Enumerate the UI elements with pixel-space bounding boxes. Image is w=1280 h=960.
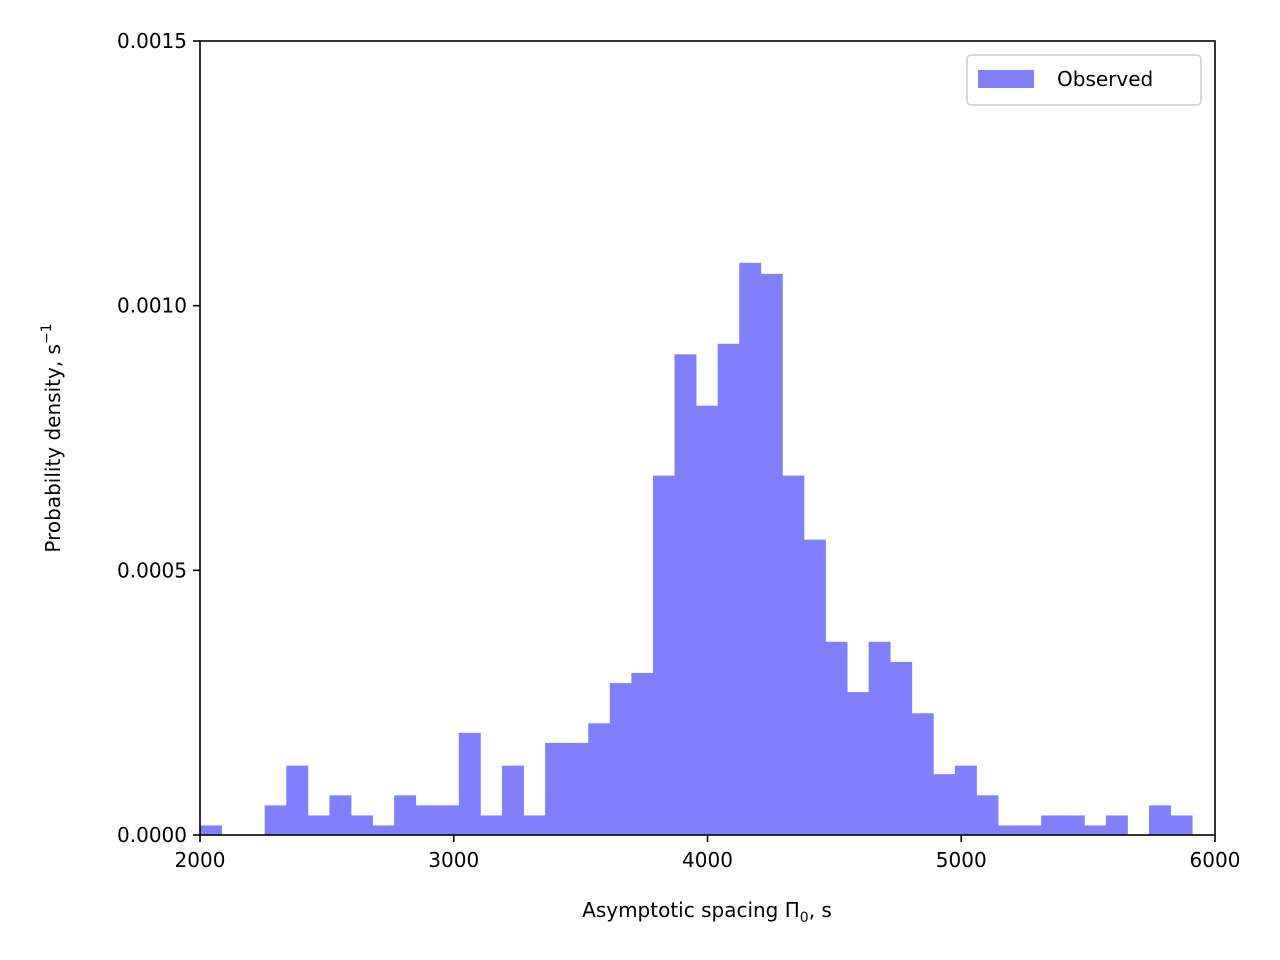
histogram-bar [588,723,611,835]
x-tick-label: 2000 [175,848,226,872]
histogram-bar [1170,815,1193,835]
histogram-bar [825,641,848,835]
histogram-bar [998,825,1021,835]
histogram-bar [911,713,934,835]
y-tick-label: 0.0015 [117,29,187,53]
x-tick-label: 3000 [428,848,479,872]
histogram-bar [480,815,503,835]
histogram-bar [200,825,222,835]
histogram-bar [890,661,913,835]
histogram-bar [264,805,287,835]
histogram-bar [631,673,654,835]
histogram-bar [437,805,460,835]
x-tick-label: 4000 [682,848,733,872]
histogram-bar [286,765,309,835]
y-axis: 0.0000 0.0005 0.0010 0.0015 [117,29,200,847]
histogram-bar [674,354,697,835]
histogram-bar [394,795,417,835]
histogram-bar [717,343,740,835]
histogram-bar [868,641,891,835]
legend: Observed [966,54,1202,106]
histogram-bar [803,539,826,835]
histogram-bar [1084,825,1107,835]
histogram-bar [350,815,373,835]
histogram-bar [652,475,675,835]
x-axis: 2000 3000 4000 5000 6000 [175,835,1241,872]
legend-swatch [978,70,1034,88]
histogram-bar [1105,815,1128,835]
histogram-bar [847,692,870,835]
histogram-bar [933,774,956,835]
histogram-bar [782,475,805,835]
histogram-bar [976,795,999,835]
legend-box [966,54,1202,106]
y-tick-label: 0.0010 [117,294,187,318]
histogram-bar [307,815,330,835]
histogram-bar [523,815,546,835]
histogram-bar [545,742,568,835]
x-axis-label: Asymptotic spacing Π0, s [582,898,832,926]
histogram-bar [1041,815,1064,835]
histogram-bar [372,825,395,835]
histogram-bar [415,805,438,835]
histogram-bar [1062,815,1085,835]
x-tick-label: 5000 [936,848,987,872]
histogram-bar [501,765,524,835]
histogram-bar [329,795,352,835]
histogram-bar [954,765,977,835]
histogram-bar [739,262,762,836]
x-tick-label: 6000 [1190,848,1241,872]
y-tick-label: 0.0005 [117,558,187,582]
histogram-bar [760,273,783,835]
histogram-bar [609,683,632,835]
histogram-bars [200,262,1193,836]
y-axis-label: Probability density, s−1 [39,323,65,552]
histogram-bar [1019,825,1042,835]
histogram-bar [696,405,719,835]
histogram-bar [458,732,481,835]
histogram-bar [1149,805,1171,835]
legend-label: Observed [1057,67,1153,91]
histogram-bar [566,742,589,835]
y-tick-label: 0.0000 [117,823,187,847]
